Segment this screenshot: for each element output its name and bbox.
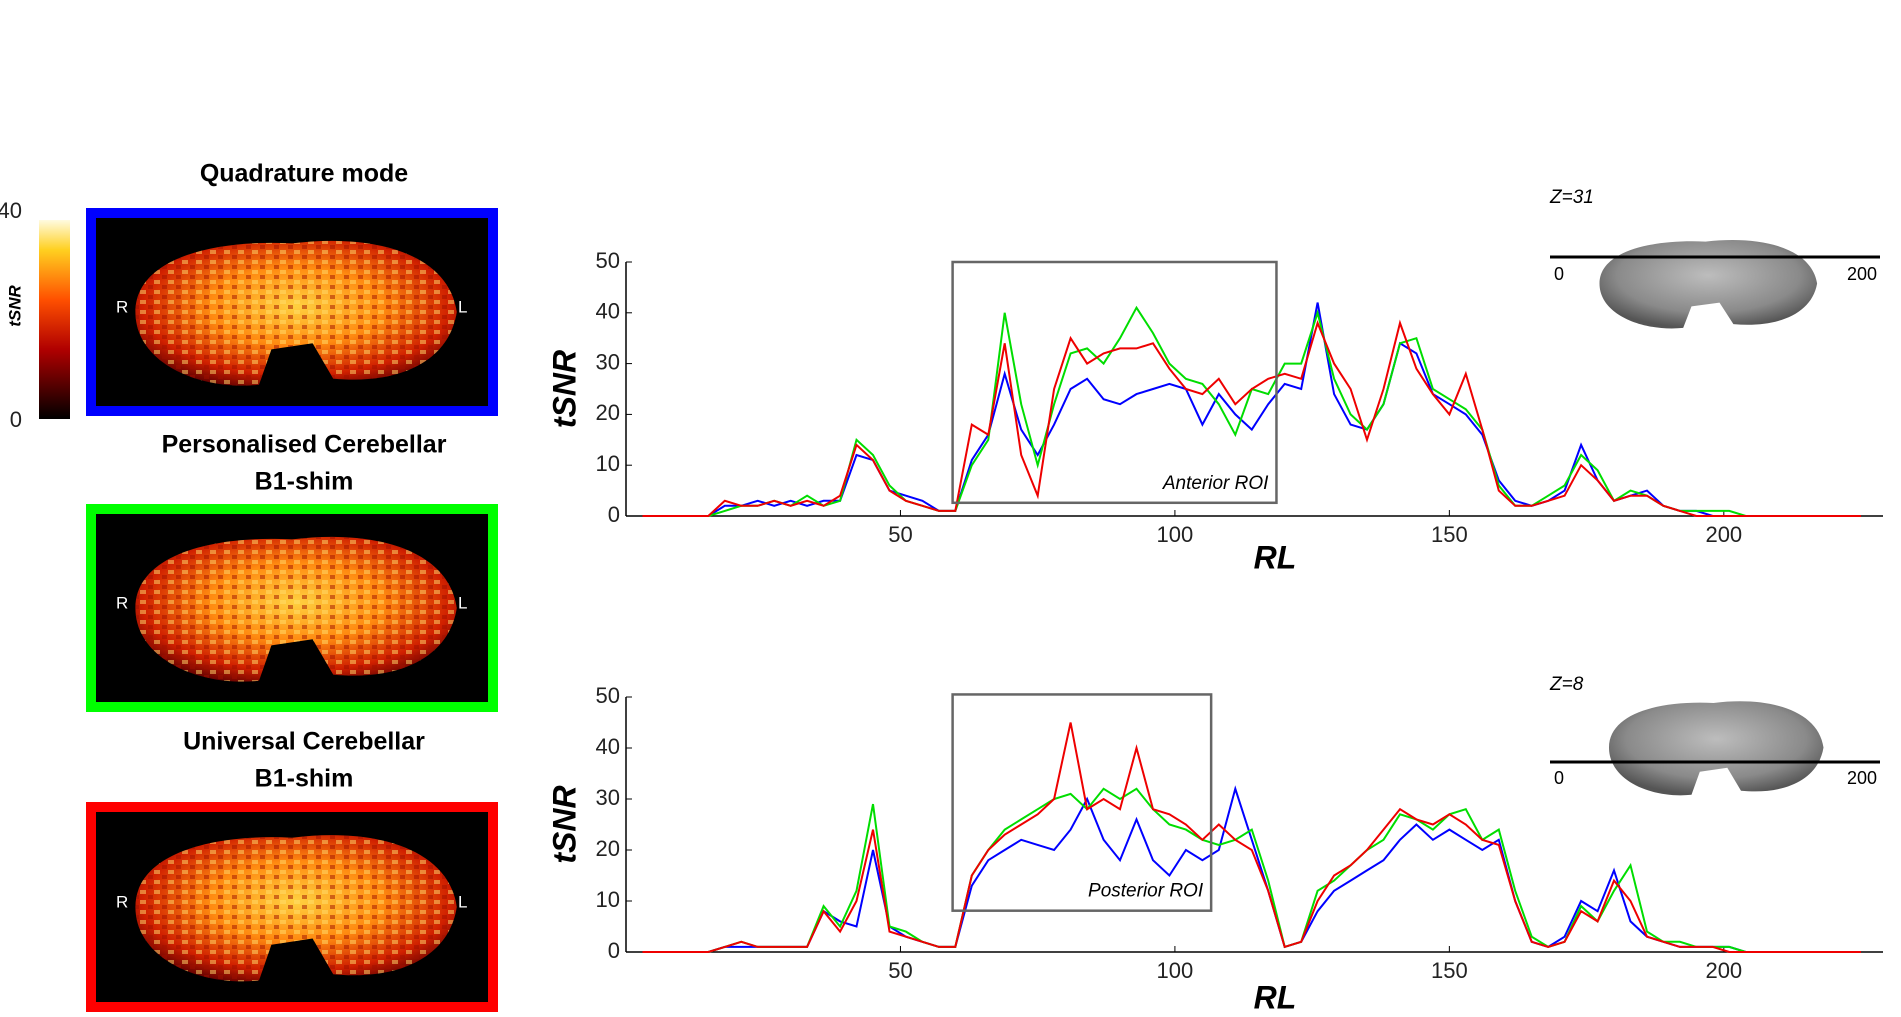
panel-frame [86,504,498,712]
inset-label: Z=8 [1549,674,1584,695]
y-tick-label: 20 [596,836,620,861]
inset-tick-label: 0 [1554,768,1564,788]
inset-tick-label: 200 [1847,768,1877,788]
series-line [642,722,1861,953]
y-axis-label: tSNR [546,785,582,863]
y-tick-label: 20 [596,400,620,425]
side-label: R [116,892,128,911]
slice-image [1609,701,1824,796]
inset-label: Z=31 [1549,187,1594,208]
x-tick-label: 50 [888,958,912,983]
roi-box [951,260,1278,505]
y-tick-label: 10 [596,887,620,912]
y-tick-label: 40 [596,734,620,759]
y-tick-label: 50 [596,248,620,273]
y-tick-label: 10 [596,451,620,476]
roi-label: Anterior ROI [1162,473,1269,494]
y-tick-label: 30 [596,785,620,810]
y-axis-label: tSNR [546,350,582,428]
x-axis-label: RL [1254,979,1297,1015]
side-label: L [458,593,467,612]
side-label: R [116,297,128,316]
x-tick-label: 100 [1157,522,1194,547]
panel-title: B1-shim [255,765,354,793]
series-line [642,319,1861,517]
series-line [642,302,1861,517]
y-tick-label: 30 [596,349,620,374]
inset-tick-label: 0 [1554,264,1564,284]
x-tick-label: 50 [888,522,912,547]
y-tick-label: 40 [596,299,620,324]
x-tick-label: 200 [1705,522,1742,547]
colorbar-tick-label: 40 [0,198,22,223]
y-tick-label: 0 [608,938,620,963]
colorbar-label: tSNR [5,285,24,327]
side-label: L [458,892,467,911]
panel-title: B1-shim [255,468,354,496]
colorbar [39,220,70,419]
x-tick-label: 200 [1705,958,1742,983]
panel-title: Universal Cerebellar [183,728,425,756]
panel-frame [86,802,498,1012]
x-tick-label: 100 [1157,958,1194,983]
panel-frame [86,208,498,416]
slice-image [1599,240,1818,329]
inset-tick-label: 200 [1847,264,1877,284]
panel-title: Personalised Cerebellar [162,431,447,459]
side-label: L [458,297,467,316]
series-line [642,785,1861,953]
x-tick-label: 150 [1431,522,1468,547]
roi-box [951,693,1213,912]
x-axis-label: RL [1254,539,1297,575]
y-tick-label: 50 [596,683,620,708]
panel-title: Quadrature mode [200,160,408,188]
tsnr-texture [135,240,457,386]
colorbar-tick-label: 0 [10,407,22,432]
roi-label: Posterior ROI [1088,881,1204,902]
tsnr-texture [135,536,457,682]
series-line [642,787,1861,953]
side-label: R [116,593,128,612]
y-tick-label: 0 [608,502,620,527]
tsnr-texture [135,835,457,982]
x-tick-label: 150 [1431,958,1468,983]
